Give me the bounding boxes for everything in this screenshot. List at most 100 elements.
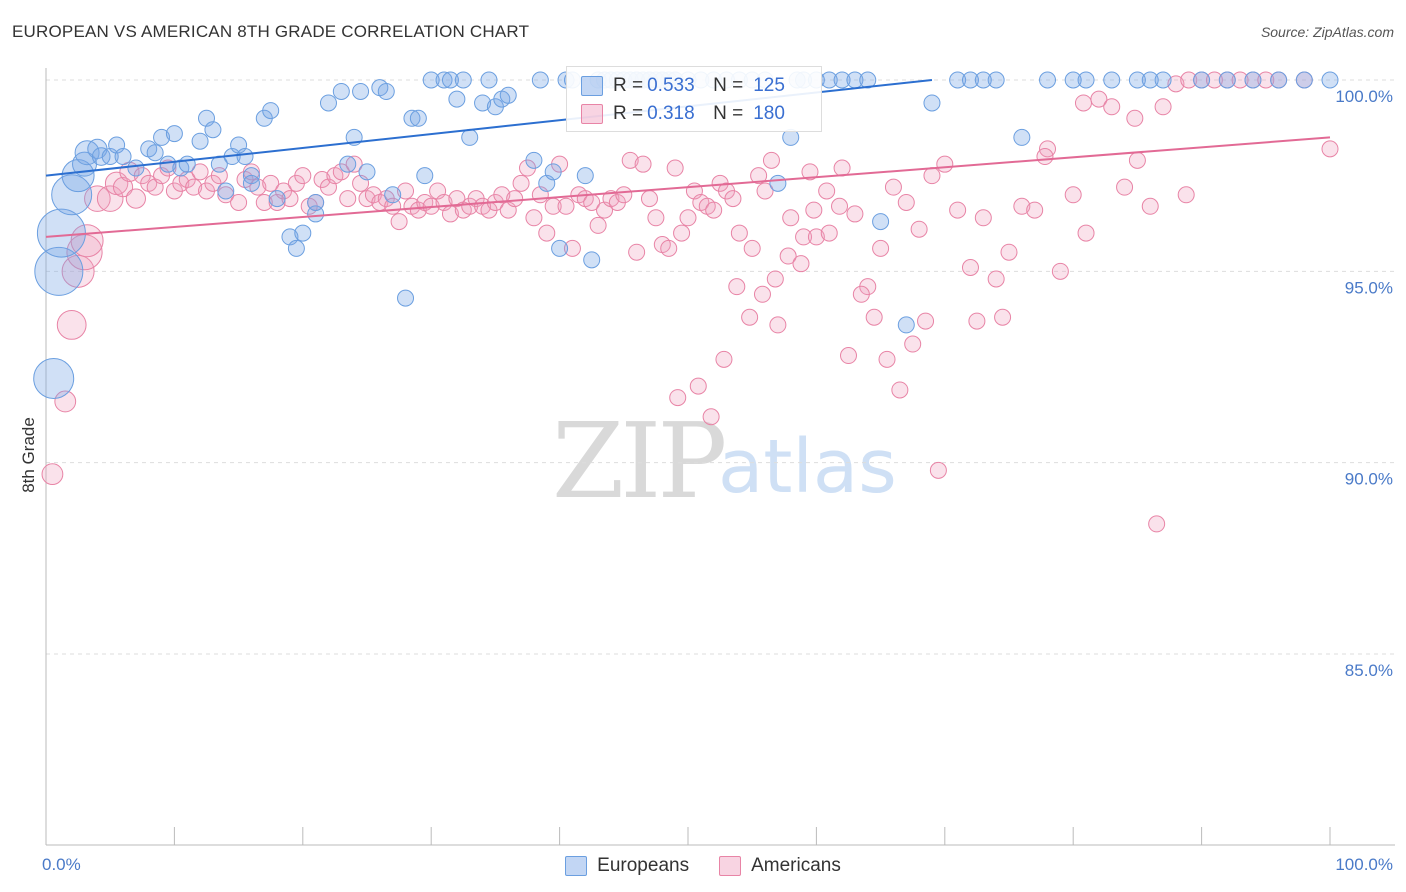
american-point — [1000, 243, 1018, 261]
european-point — [352, 82, 370, 100]
american-point — [820, 224, 838, 242]
american-point — [96, 185, 124, 212]
american-point — [929, 461, 947, 479]
american-point — [884, 178, 902, 196]
european-point — [358, 163, 376, 181]
chart-title: EUROPEAN VS AMERICAN 8TH GRADE CORRELATI… — [12, 22, 530, 41]
american-point — [1257, 71, 1275, 89]
american-point — [968, 312, 986, 330]
american-point — [634, 155, 652, 173]
european-point — [91, 147, 111, 166]
european-point — [384, 186, 402, 204]
american-point — [125, 188, 146, 209]
european-point — [987, 71, 1005, 89]
european-point — [294, 224, 312, 242]
american-point — [647, 209, 665, 227]
american-point — [961, 259, 979, 277]
european-point — [576, 167, 594, 185]
american-point — [831, 197, 849, 215]
american-point — [54, 390, 77, 413]
european-point — [377, 82, 395, 100]
watermark-zip: ZIP — [552, 400, 727, 522]
american-point — [702, 408, 720, 426]
legend-label-americans: Americans — [751, 855, 841, 876]
european-point — [544, 163, 562, 181]
american-point — [506, 190, 524, 208]
american-point — [1167, 75, 1185, 93]
european-point — [36, 208, 86, 258]
european-point — [127, 159, 145, 177]
european-point — [61, 159, 95, 193]
x-tick-label: 100.0% — [1335, 855, 1393, 874]
r-value: 0.318 — [647, 103, 695, 124]
american-point — [689, 377, 707, 395]
european-point — [287, 239, 305, 257]
european-point — [422, 71, 440, 89]
american-point — [910, 220, 928, 238]
american-point — [753, 285, 771, 303]
american-point — [1036, 148, 1054, 166]
y-tick-label: 100.0% — [1335, 87, 1393, 106]
american-point — [397, 182, 415, 200]
watermark-atlas: atlas — [718, 424, 897, 510]
american-point — [538, 224, 556, 242]
n-value: 180 — [753, 103, 785, 124]
american-point — [230, 193, 248, 211]
europeans-swatch — [581, 76, 603, 96]
legend-item-europeans[interactable]: Europeans — [565, 855, 689, 877]
european-point — [1103, 71, 1121, 89]
american-point — [724, 190, 742, 208]
american-point — [1177, 186, 1195, 204]
european-point — [769, 174, 787, 192]
european-point — [33, 357, 75, 399]
stats-row-americans: R = 0.318 N = 180 — [581, 101, 785, 127]
european-point — [1270, 71, 1288, 89]
european-point — [204, 121, 222, 139]
european-point — [551, 239, 569, 257]
american-point — [191, 163, 209, 181]
european-point — [474, 94, 492, 112]
american-point — [159, 159, 177, 177]
american-point — [974, 209, 992, 227]
european-point — [319, 94, 337, 112]
american-point — [493, 186, 511, 204]
americans-legend-swatch — [719, 856, 742, 876]
american-point — [865, 308, 883, 326]
american-point — [792, 255, 810, 273]
american-point — [805, 201, 823, 219]
american-point — [891, 381, 909, 399]
american-point — [750, 167, 768, 185]
american-point — [818, 182, 836, 200]
american-point — [185, 178, 203, 196]
legend-item-americans[interactable]: Americans — [719, 855, 841, 877]
american-point — [705, 201, 723, 219]
american-point — [512, 174, 530, 192]
american-point — [673, 224, 691, 242]
european-point — [191, 132, 209, 150]
american-point — [1180, 71, 1198, 89]
european-point — [1295, 71, 1313, 89]
european-point — [332, 82, 350, 100]
american-point — [904, 335, 922, 353]
european-point — [242, 174, 260, 192]
european-point — [441, 71, 459, 89]
european-point — [448, 90, 466, 108]
american-point — [1026, 201, 1044, 219]
american-point — [621, 151, 639, 169]
american-point — [795, 228, 813, 246]
european-point — [480, 71, 498, 89]
american-point — [987, 270, 1005, 288]
american-point — [112, 177, 134, 198]
n-value: 125 — [753, 75, 785, 96]
american-point — [769, 316, 787, 334]
american-point — [846, 205, 864, 223]
american-point — [1116, 178, 1134, 196]
stats-legend: R = 0.533 N = 125 R = 0.318 N = 180 — [566, 66, 822, 132]
european-point — [525, 151, 543, 169]
european-point — [1218, 71, 1236, 89]
american-point — [801, 163, 819, 181]
european-point — [1193, 71, 1211, 89]
american-point — [807, 228, 825, 246]
european-point — [165, 125, 183, 143]
